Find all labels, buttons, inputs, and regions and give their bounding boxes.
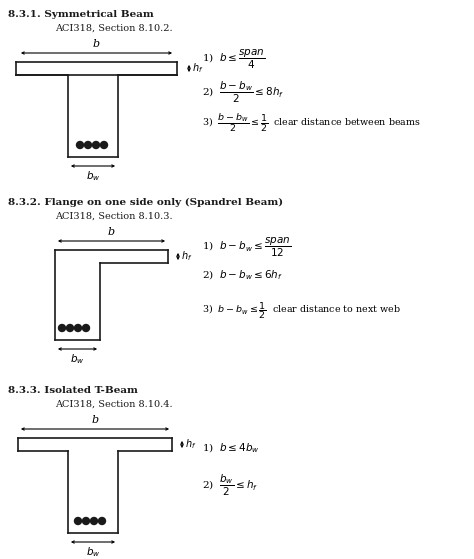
- Circle shape: [100, 141, 108, 149]
- Text: 8.3.2. Flange on one side only (Spandrel Beam): 8.3.2. Flange on one side only (Spandrel…: [8, 198, 283, 207]
- Text: 8.3.3. Isolated T-Beam: 8.3.3. Isolated T-Beam: [8, 386, 138, 395]
- Text: $b_w$: $b_w$: [70, 352, 85, 366]
- Circle shape: [74, 325, 82, 331]
- Text: $h_f$: $h_f$: [185, 438, 196, 452]
- Circle shape: [82, 518, 90, 524]
- Circle shape: [74, 518, 82, 524]
- Text: ACI318, Section 8.10.3.: ACI318, Section 8.10.3.: [55, 212, 173, 221]
- Circle shape: [76, 141, 83, 149]
- Circle shape: [82, 325, 90, 331]
- Text: 3)  $b - b_w \leq \dfrac{1}{2}$  clear distance to next web: 3) $b - b_w \leq \dfrac{1}{2}$ clear dis…: [202, 300, 401, 321]
- Text: $b_w$: $b_w$: [86, 545, 100, 559]
- Circle shape: [84, 141, 91, 149]
- Text: ACI318, Section 8.10.4.: ACI318, Section 8.10.4.: [55, 400, 173, 409]
- Text: 2)  $\dfrac{b - b_w}{2} \leq 8h_f$: 2) $\dfrac{b - b_w}{2} \leq 8h_f$: [202, 80, 284, 105]
- Text: 2)  $b - b_w \leq 6h_f$: 2) $b - b_w \leq 6h_f$: [202, 268, 283, 282]
- Text: 1)  $b - b_w \leq \dfrac{span}{12}$: 1) $b - b_w \leq \dfrac{span}{12}$: [202, 236, 291, 259]
- Text: 2)  $\dfrac{b_w}{2} \leq h_f$: 2) $\dfrac{b_w}{2} \leq h_f$: [202, 473, 258, 498]
- Text: 1)  $b \leq 4b_w$: 1) $b \leq 4b_w$: [202, 441, 260, 454]
- Circle shape: [58, 325, 65, 331]
- Text: b: b: [91, 415, 99, 425]
- Text: 8.3.1. Symmetrical Beam: 8.3.1. Symmetrical Beam: [8, 10, 154, 19]
- Text: 3)  $\dfrac{b - b_w}{2} \leq \dfrac{1}{2}$  clear distance between beams: 3) $\dfrac{b - b_w}{2} \leq \dfrac{1}{2}…: [202, 112, 421, 135]
- Text: $h_f$: $h_f$: [181, 250, 192, 263]
- Circle shape: [92, 141, 100, 149]
- Circle shape: [99, 518, 106, 524]
- Text: $b_w$: $b_w$: [86, 169, 100, 183]
- Text: ACI318, Section 8.10.2.: ACI318, Section 8.10.2.: [55, 24, 173, 33]
- Text: $h_f$: $h_f$: [192, 61, 203, 75]
- Text: b: b: [93, 39, 100, 49]
- Circle shape: [66, 325, 73, 331]
- Text: b: b: [108, 227, 115, 237]
- Text: 1)  $b \leq \dfrac{span}{4}$: 1) $b \leq \dfrac{span}{4}$: [202, 48, 265, 71]
- Circle shape: [91, 518, 98, 524]
